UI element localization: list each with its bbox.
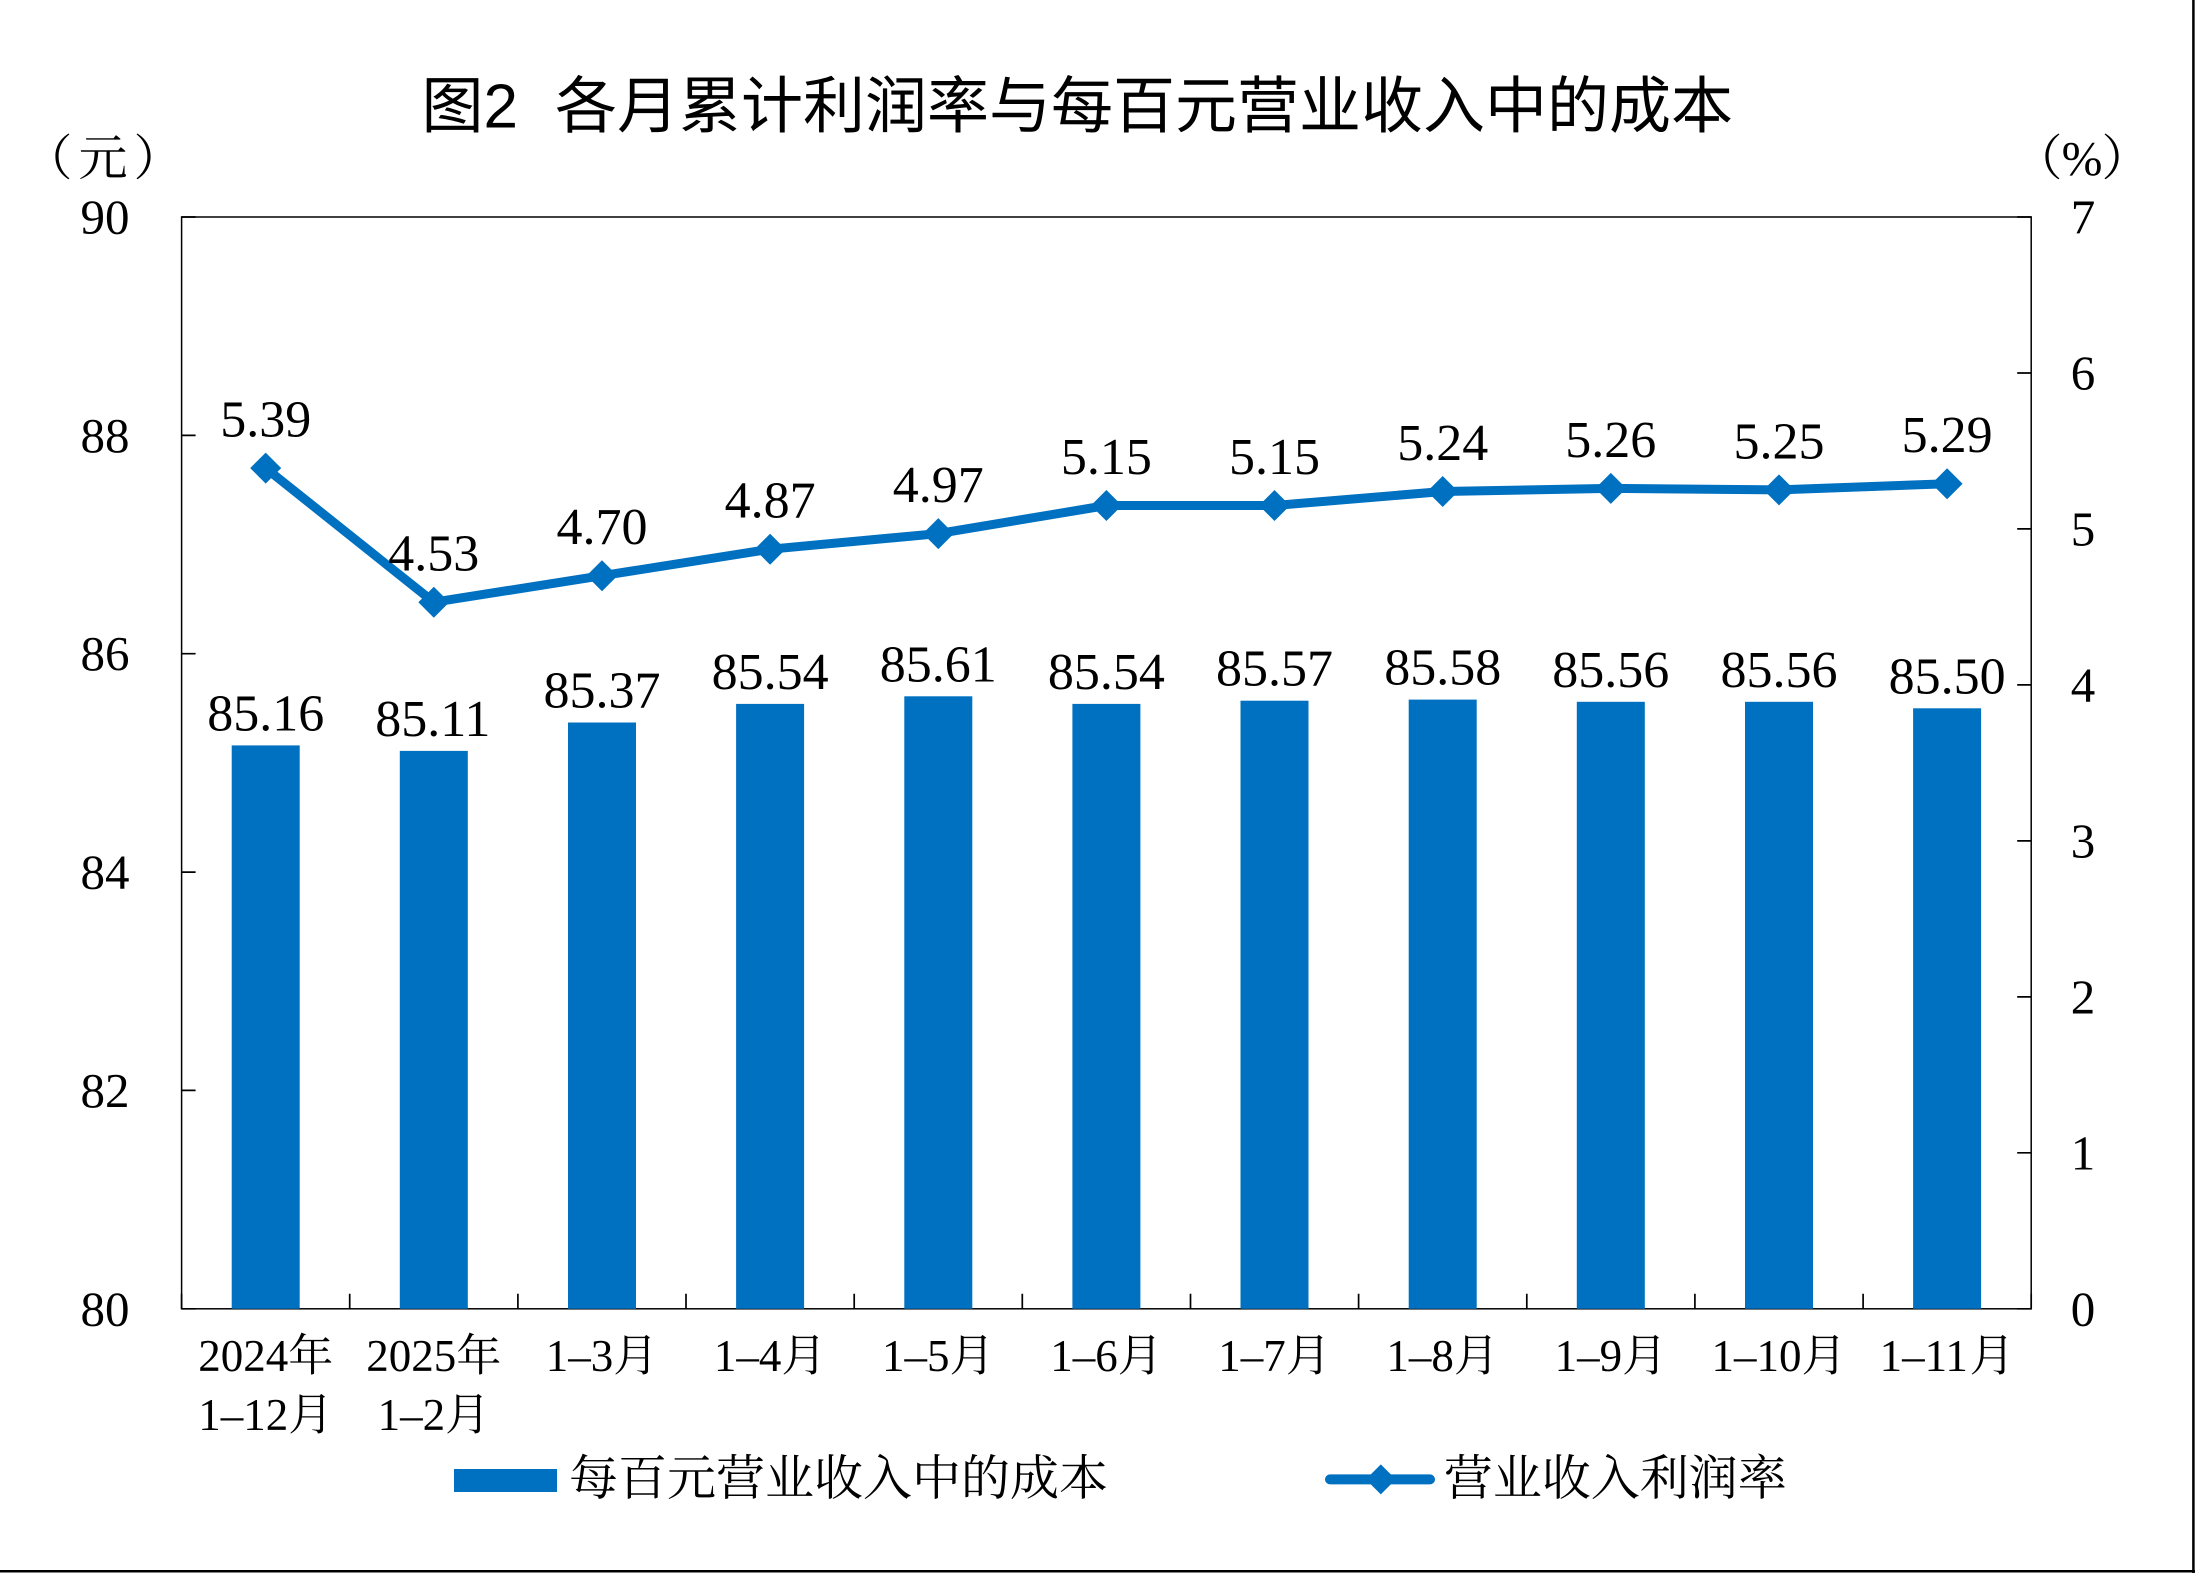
svg-text:85.56: 85.56 — [1552, 642, 1669, 699]
svg-text:1–10: 1–10 — [1712, 1331, 1802, 1381]
svg-text:1–8: 1–8 — [1386, 1331, 1454, 1381]
svg-text:1–6: 1–6 — [1050, 1331, 1118, 1381]
svg-text:4.70: 4.70 — [557, 499, 648, 556]
svg-text:85.54: 85.54 — [1048, 644, 1165, 701]
svg-text:1–3: 1–3 — [546, 1331, 614, 1381]
svg-text:85.37: 85.37 — [544, 663, 661, 720]
svg-text:0: 0 — [2071, 1281, 2096, 1336]
svg-text:85.11: 85.11 — [375, 691, 490, 748]
svg-text:5.26: 5.26 — [1565, 412, 1656, 469]
svg-text:1: 1 — [2071, 1125, 2096, 1180]
svg-text:7: 7 — [2071, 190, 2096, 245]
svg-text:5.39: 5.39 — [220, 392, 311, 449]
svg-text:3: 3 — [2071, 813, 2096, 868]
svg-text:82: 82 — [81, 1063, 130, 1118]
svg-text:85.58: 85.58 — [1384, 640, 1501, 697]
svg-text:85.54: 85.54 — [712, 644, 829, 701]
svg-text:84: 84 — [81, 845, 130, 900]
svg-text:5.15: 5.15 — [1061, 429, 1152, 486]
svg-text:6: 6 — [2071, 346, 2096, 401]
svg-text:5.29: 5.29 — [1902, 407, 1993, 464]
svg-text:85.50: 85.50 — [1889, 648, 2006, 705]
svg-text:86: 86 — [81, 626, 130, 681]
svg-text:85.56: 85.56 — [1721, 642, 1838, 699]
svg-text:85.57: 85.57 — [1216, 641, 1333, 698]
svg-text:80: 80 — [81, 1281, 130, 1336]
svg-text:85.61: 85.61 — [880, 636, 997, 693]
svg-text:1–7: 1–7 — [1218, 1331, 1286, 1381]
svg-text:%: % — [2062, 131, 2103, 186]
svg-text:85.16: 85.16 — [207, 685, 324, 742]
svg-text:4.97: 4.97 — [893, 457, 984, 514]
svg-text:5: 5 — [2071, 501, 2096, 556]
svg-text:2: 2 — [2071, 969, 2096, 1024]
svg-text:1–5: 1–5 — [882, 1331, 950, 1381]
svg-text:4.87: 4.87 — [725, 473, 816, 530]
svg-text:4.53: 4.53 — [388, 526, 479, 583]
svg-text:2024: 2024 — [198, 1331, 288, 1381]
svg-text:2: 2 — [484, 73, 518, 142]
svg-text:2025: 2025 — [366, 1331, 456, 1381]
svg-text:1–4: 1–4 — [714, 1331, 782, 1381]
svg-text:88: 88 — [81, 408, 130, 463]
svg-text:5.25: 5.25 — [1734, 413, 1825, 470]
svg-text:5.15: 5.15 — [1229, 429, 1320, 486]
svg-text:5.24: 5.24 — [1397, 415, 1488, 472]
svg-text:1–12: 1–12 — [198, 1390, 288, 1440]
svg-text:90: 90 — [81, 190, 130, 245]
svg-text:4: 4 — [2071, 657, 2096, 712]
svg-text:1–2: 1–2 — [378, 1390, 446, 1440]
svg-text:1–11: 1–11 — [1880, 1331, 1968, 1381]
svg-text:1–9: 1–9 — [1555, 1331, 1623, 1381]
